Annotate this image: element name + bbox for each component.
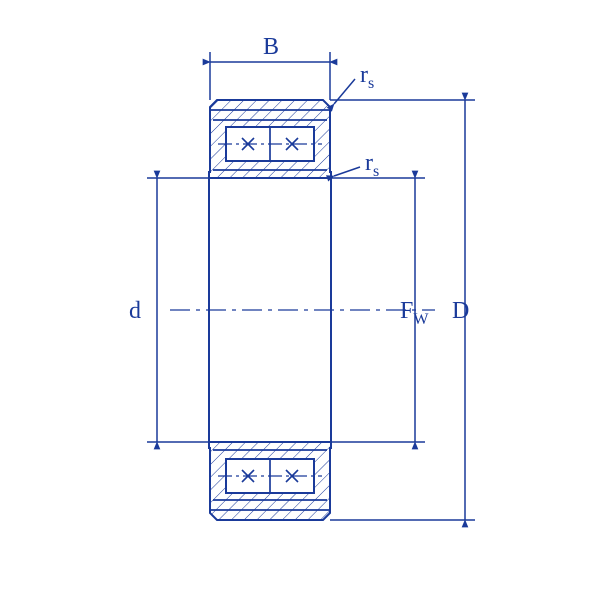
- label-rs-top: rs: [360, 62, 374, 93]
- label-rs-mid-sub: s: [373, 163, 379, 180]
- label-b: B: [263, 34, 279, 61]
- label-fw-sub: W: [413, 311, 428, 328]
- label-D: D: [452, 298, 469, 325]
- label-rs-mid-text: r: [365, 150, 373, 176]
- label-rs-mid: rs: [365, 150, 379, 181]
- label-d-text: d: [129, 298, 141, 324]
- label-rs-top-sub: s: [368, 75, 374, 92]
- diagram-svg: [0, 0, 600, 600]
- label-fw-text: F: [400, 298, 413, 324]
- label-fw: FW: [400, 298, 428, 329]
- label-b-text: B: [263, 34, 279, 60]
- label-rs-top-text: r: [360, 62, 368, 88]
- diagram-stage: BdFWDrsrs: [0, 0, 600, 600]
- label-D-text: D: [452, 298, 469, 324]
- label-d: d: [129, 298, 141, 325]
